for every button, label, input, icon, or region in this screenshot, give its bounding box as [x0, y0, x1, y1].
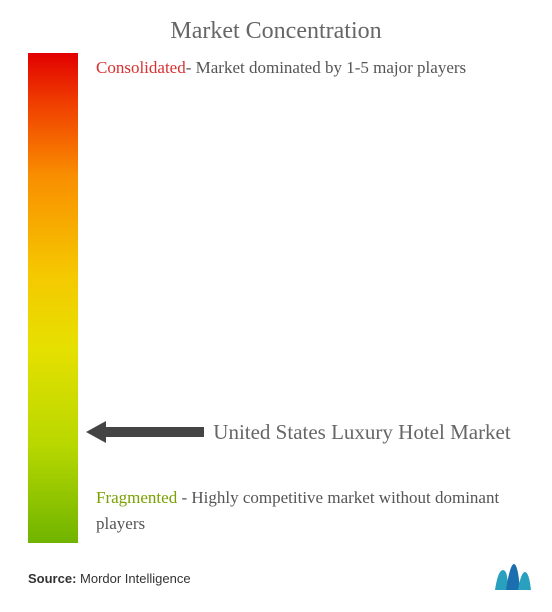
footer: Source: Mordor Intelligence	[28, 564, 532, 592]
source-label: Source:	[28, 571, 76, 586]
consolidated-label: Consolidated- Market dominated by 1-5 ma…	[96, 55, 532, 81]
consolidated-rest: - Market dominated by 1-5 major players	[186, 58, 466, 77]
page-title: Market Concentration	[0, 0, 552, 53]
diagram-area: Consolidated- Market dominated by 1-5 ma…	[0, 53, 552, 553]
fragmented-lead: Fragmented	[96, 488, 177, 507]
market-name-label: United States Luxury Hotel Market	[212, 419, 542, 445]
arrow-left-icon	[86, 419, 204, 445]
mordor-logo-icon	[494, 564, 532, 592]
consolidated-lead: Consolidated	[96, 58, 186, 77]
market-marker-block: United States Luxury Hotel Market	[86, 419, 542, 445]
source-value: Mordor Intelligence	[76, 571, 190, 586]
market-arrow-row: United States Luxury Hotel Market	[86, 419, 542, 445]
source-attribution: Source: Mordor Intelligence	[28, 571, 191, 586]
fragmented-label: Fragmented - Highly competitive market w…	[96, 485, 542, 536]
concentration-gradient-bar	[28, 53, 78, 543]
